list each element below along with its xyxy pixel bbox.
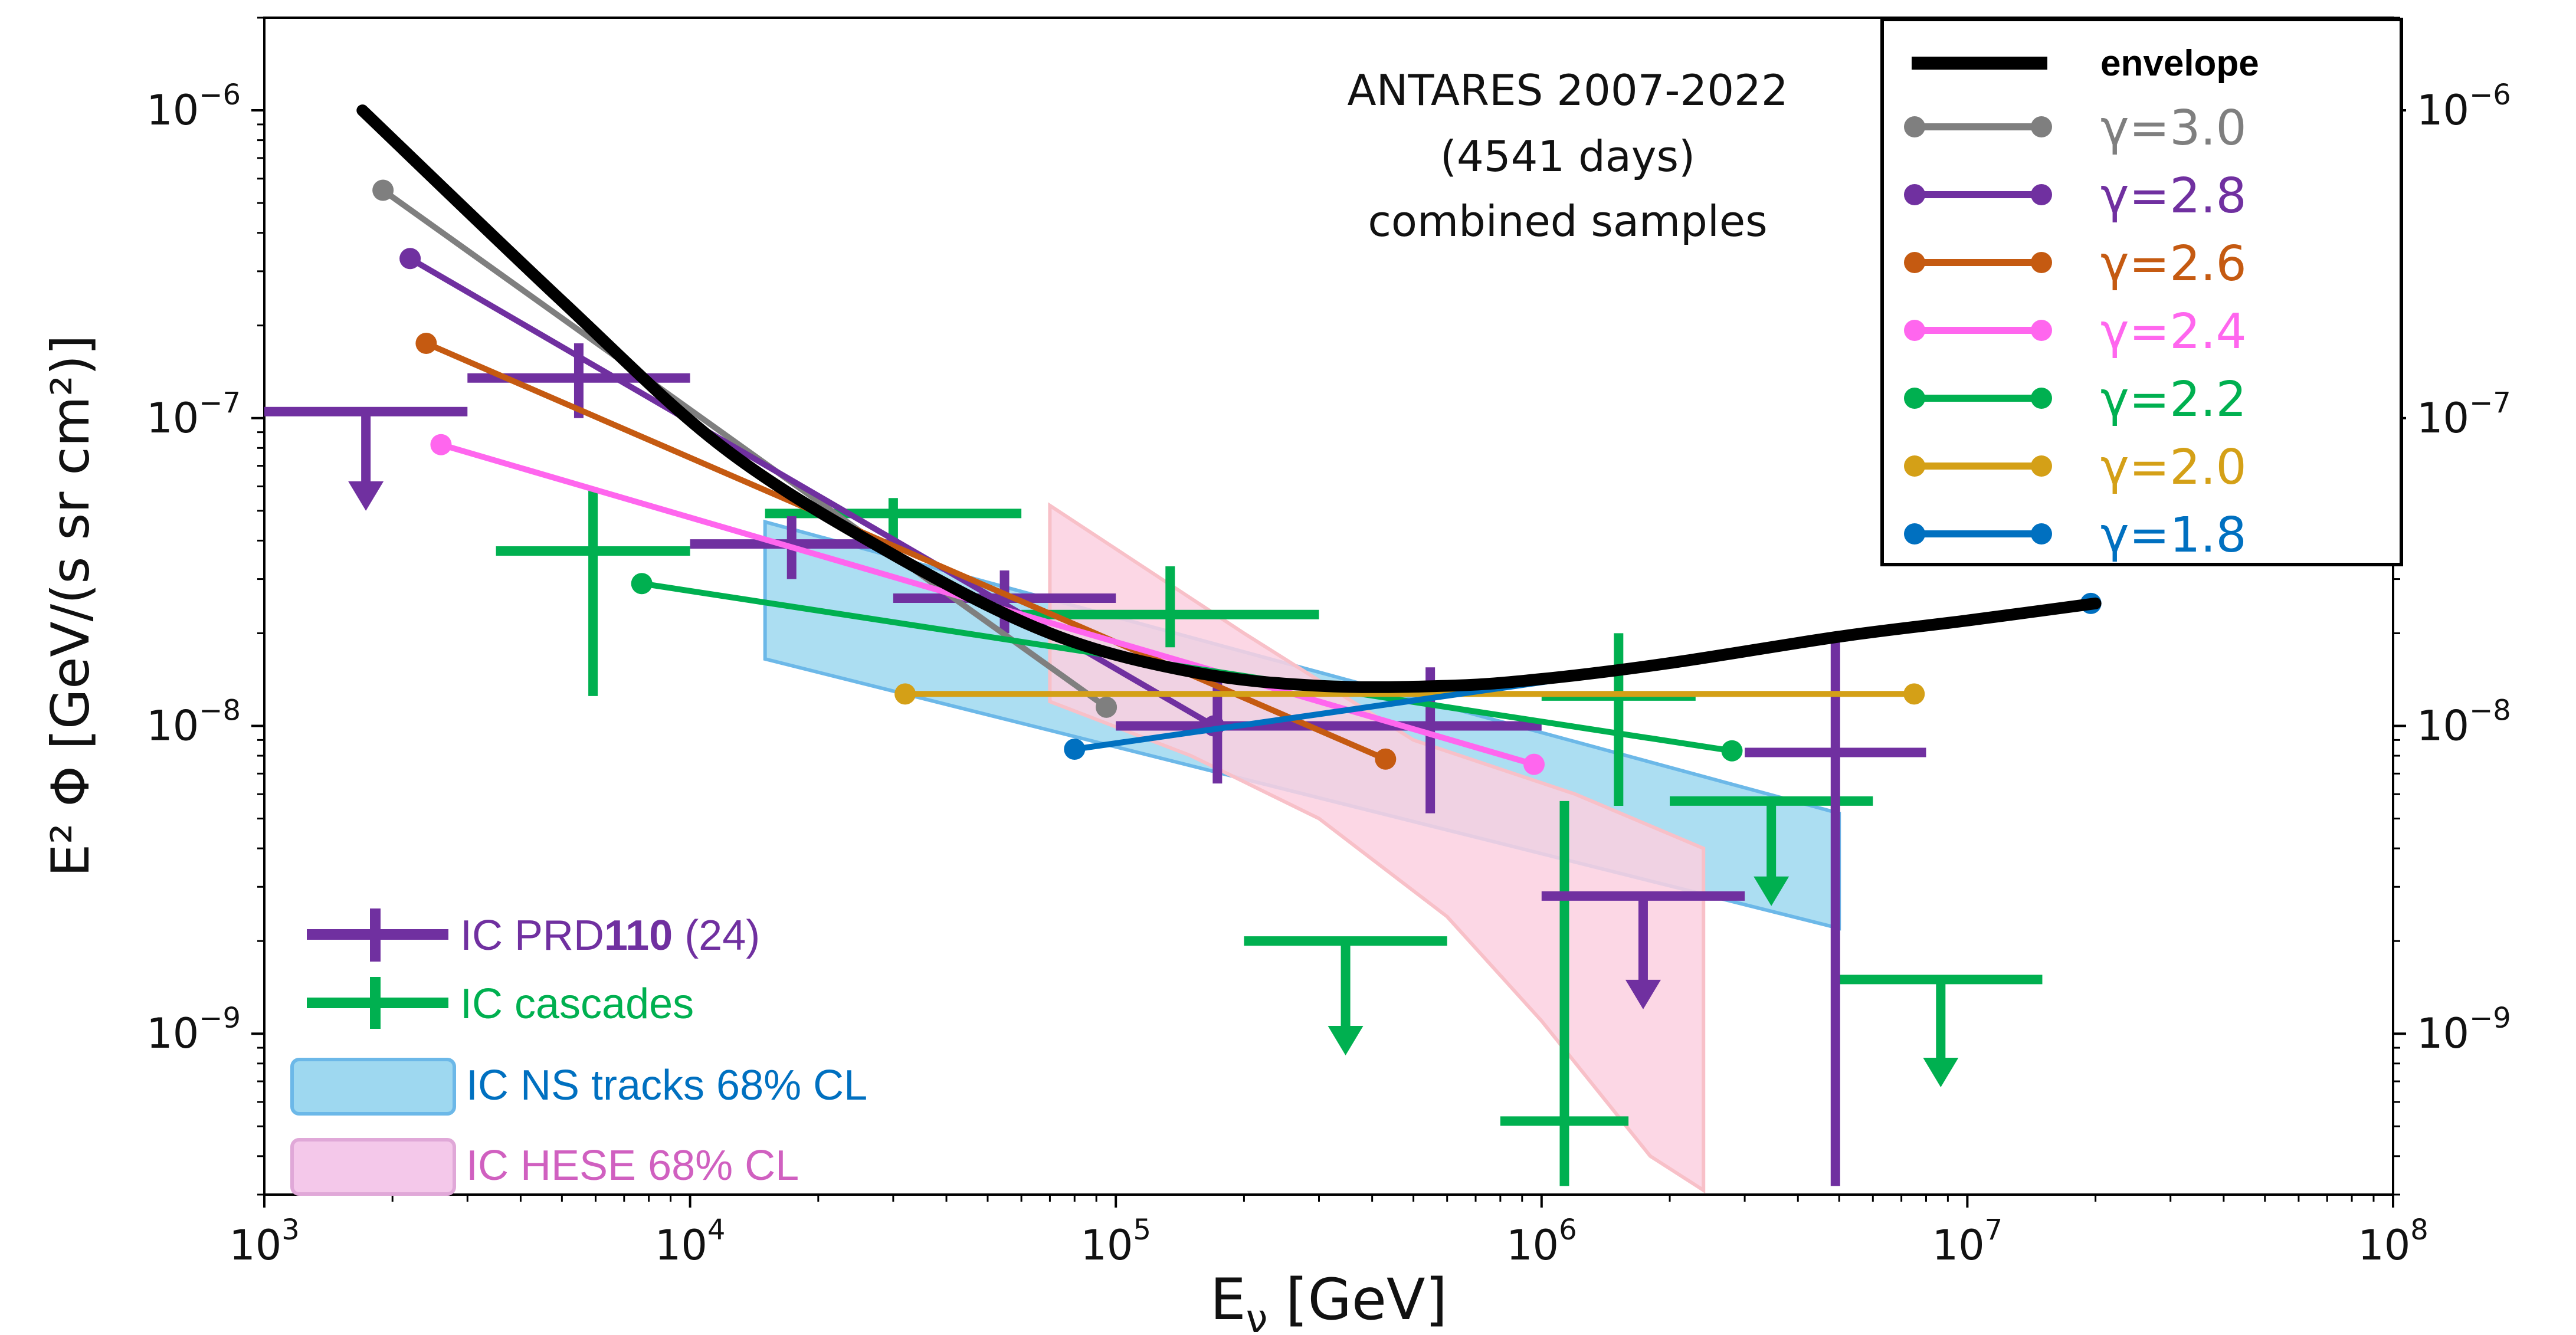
legend-item-6: γ=1.8 [1904,507,2247,563]
series-point-4-1 [1721,740,1743,762]
y-tick-label-right-3: 10−6 [2417,78,2511,135]
series-γ=3.0 [372,179,1117,718]
legend-item-3: γ=2.4 [1904,304,2247,360]
y-tick-label-right-0: 10−9 [2417,1002,2511,1058]
legend-hese-label: IC HESE 68% CL [466,1142,799,1189]
ic-prd-point-5 [1745,640,1926,1186]
series-point-2-1 [1375,748,1397,770]
series-point-3-1 [1523,753,1545,775]
legend-item-0-label: γ=3.0 [2100,100,2247,156]
legend-item-5-dot-end [2031,455,2052,477]
series-line-0 [381,188,1109,710]
legend-item-2-dot-end [2031,252,2052,273]
ic-cascades-upper-limit-0 [1244,936,1447,1056]
series-point-3-0 [430,434,452,455]
y-tick-label-left-0: 10−9 [146,1002,241,1058]
legend-item-4: γ=2.2 [1904,372,2247,428]
x-tick-label-1: 104 [655,1213,726,1270]
legend-item-3-dot-start [1904,320,1925,341]
x-tick-label-0: 103 [229,1213,300,1270]
legend-item-6-dot-end [2031,523,2052,545]
legend-ns-tracks-label: IC NS tracks 68% CL [466,1062,867,1109]
series-point-0-1 [1096,696,1117,718]
legend-ic: IC PRD110 (24) IC cascades IC NS tracks … [290,908,867,1196]
ic-cascades-point-0 [496,488,690,696]
y-tick-label-left-2: 10−7 [146,386,241,442]
annotation: ANTARES 2007-2022 (4541 days) combined s… [1347,65,1788,246]
legend-item-5: γ=2.0 [1904,439,2247,496]
band-1 [1048,502,1706,1194]
x-tick-label-5: 108 [2358,1213,2428,1270]
legend-item-4-dot-end [2031,388,2052,409]
series-point-0-0 [372,179,394,201]
legend-box [1880,18,2403,566]
legend-item-6-dot-start [1904,523,1925,545]
legend-ic-prd-swatch [307,908,448,962]
annotation-line-1: ANTARES 2007-2022 [1347,65,1788,115]
y-tick-label-left-1: 10−8 [146,694,241,750]
x-axis-label: Eν [GeV] [1210,1267,1447,1335]
legend-item-3-dot-end [2031,320,2052,341]
legend-item-2: γ=2.6 [1904,236,2247,292]
series-point-5-0 [894,683,916,705]
legend-ns-tracks-swatch [290,1058,456,1116]
ic-cascades-upper-limit-2 [1839,975,2043,1087]
ic-cascades-point-2 [1021,566,1319,648]
ic-prd-upper-limit-0-arrow [348,481,384,511]
series-point-2-0 [415,332,437,354]
legend-item-6-label: γ=1.8 [2100,507,2247,563]
legend-item-1-label: γ=2.8 [2100,168,2247,224]
x-tick-label-2: 105 [1080,1213,1151,1270]
legend-hese-swatch [290,1138,456,1196]
legend-ic-cascades-swatch [307,977,448,1029]
series-point-4-0 [631,573,653,595]
series-point-6-0 [1064,738,1086,760]
series-γ=2.0 [894,683,1925,705]
ic-cascades-upper-limit-2-arrow [1923,1057,1959,1087]
legend-gamma: envelope γ=3.0 γ=2.8 γ=2.6 γ=2.4 γ=2.2 γ=2.0 γ… [1880,18,2403,566]
series-point-5-1 [1903,683,1925,705]
legend-item-2-label: γ=2.6 [2100,236,2247,292]
y-tick-label-right-2: 10−7 [2417,386,2511,442]
x-tick-label-4: 107 [1932,1213,2003,1270]
ic-cascades-upper-limit-0-arrow [1328,1026,1364,1056]
ic-cascades-upper-limit-1-arrow [1754,876,1790,906]
plot-area [263,17,2394,1196]
legend-item-0: γ=3.0 [1904,100,2247,156]
series-γ=2.6 [415,332,1397,770]
legend-item-0-dot-start [1904,116,1925,137]
annotation-line-2: (4541 days) [1440,132,1695,181]
ic-prd-upper-limit-1 [1541,891,1745,1009]
legend-item-5-dot-start [1904,455,1925,477]
y-tick-label-left-3: 10−6 [146,78,241,135]
legend-ic-prd-label: IC PRD110 (24) [460,912,760,959]
legend-ic-cascades-label: IC cascades [460,980,694,1028]
ic-prd-upper-limit-0 [264,406,468,511]
ic-cascades-point-3 [1500,801,1629,1186]
legend-item-4-dot-start [1904,388,1925,409]
legend-envelope-label: envelope [2100,43,2259,84]
x-tick-label-3: 106 [1506,1213,1577,1270]
envelope-curve [356,104,2102,693]
legend-item-5-label: γ=2.0 [2100,439,2247,496]
ic-prd-upper-limit-1-arrow [1625,979,1661,1009]
legend-item-1-dot-end [2031,184,2052,205]
legend-item-1-dot-start [1904,184,1925,205]
y-tick-label-right-1: 10−8 [2417,694,2511,750]
legend-item-4-label: γ=2.2 [2100,372,2247,428]
legend-item-0-dot-end [2031,116,2052,137]
series-point-1-0 [399,248,421,270]
legend-item-2-dot-start [1904,252,1925,273]
series-line-2 [425,340,1387,762]
legend-item-3-label: γ=2.4 [2100,304,2247,360]
y-axis-label: E² Φ [GeV/(s sr cm²)] [40,335,101,877]
legend-item-1: γ=2.8 [1904,168,2247,224]
annotation-line-3: combined samples [1368,196,1767,246]
